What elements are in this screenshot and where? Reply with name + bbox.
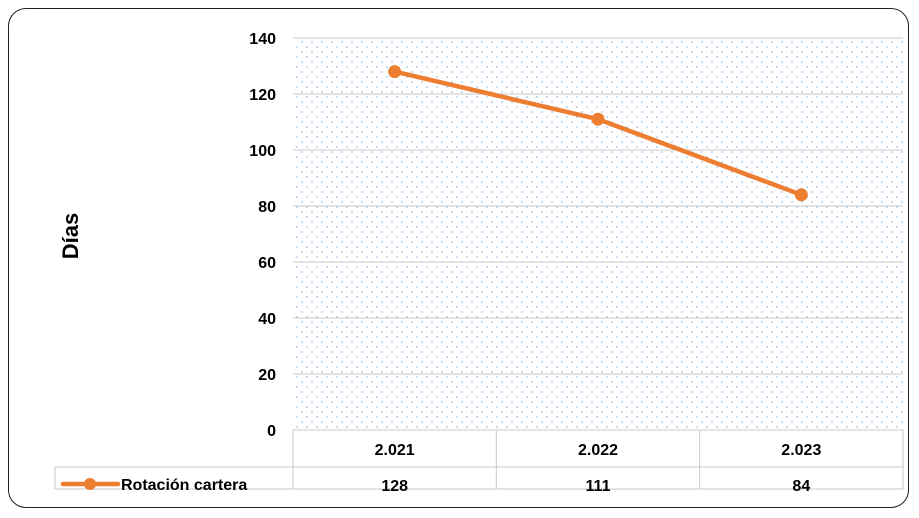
- x-category-label: 2.023: [781, 442, 821, 459]
- data-table: 2.021 2.022 2.023 Rotación cartera 128 111 84: [54, 429, 904, 495]
- y-tick-label: 100: [249, 143, 276, 160]
- y-tick-label: 140: [249, 31, 276, 48]
- x-category-label: 2.021: [375, 442, 415, 459]
- y-tick-label: 20: [258, 367, 276, 384]
- y-tick-label: 120: [249, 87, 276, 104]
- y-tick-label: 60: [258, 255, 276, 272]
- data-point: [794, 188, 808, 202]
- table-value: 111: [586, 478, 611, 495]
- data-point: [388, 65, 402, 79]
- table-value: 128: [381, 478, 408, 495]
- legend-key-marker: [84, 478, 96, 490]
- data-point: [591, 112, 605, 126]
- series-name: Rotación cartera: [121, 477, 247, 494]
- y-axis-label: Días: [58, 213, 83, 259]
- y-tick-label: 0: [267, 423, 276, 440]
- plot-area: [293, 38, 903, 430]
- table-value: 84: [792, 478, 810, 495]
- y-axis-ticks: 0 20 40 60 80 100 120 140: [249, 31, 276, 440]
- y-tick-label: 80: [258, 199, 276, 216]
- x-category-label: 2.022: [578, 442, 618, 459]
- series-line-group: [388, 65, 808, 202]
- y-tick-label: 40: [258, 311, 276, 328]
